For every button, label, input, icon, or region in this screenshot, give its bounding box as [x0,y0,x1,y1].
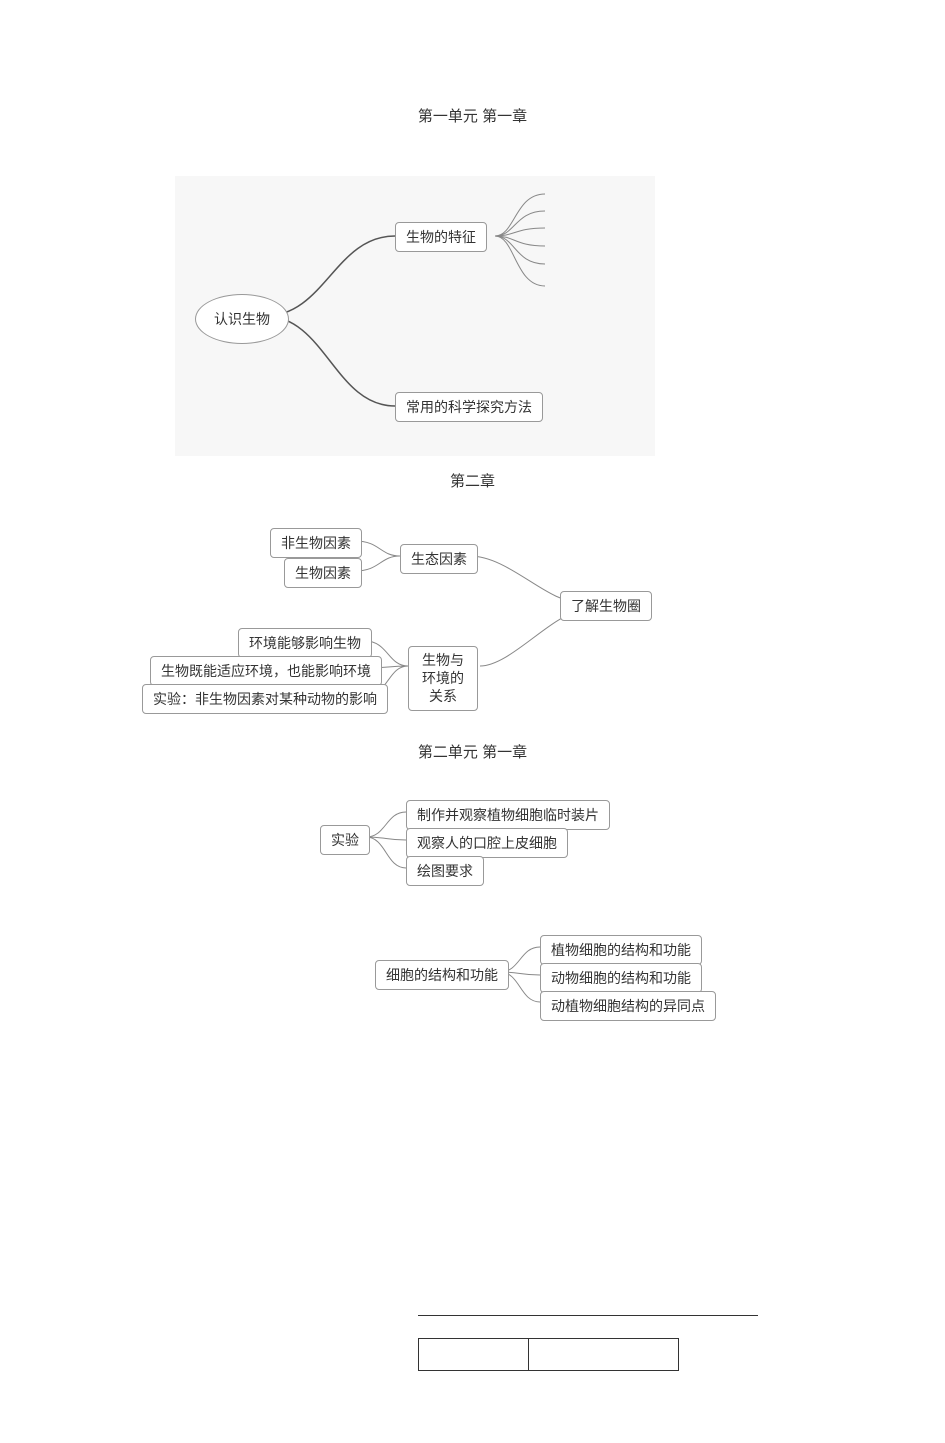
d3-n2c: 动植物细胞结构的异同点 [540,991,716,1021]
d2-n2b: 生物既能适应环境，也能影响环境 [150,656,382,686]
d3-n1c: 绘图要求 [406,856,484,886]
d3-n2a: 植物细胞的结构和功能 [540,935,702,965]
title-ch2: 第二章 [0,470,945,491]
d2-root: 了解生物圈 [560,591,652,621]
d2-n2c: 实验：非生物因素对某种动物的影响 [142,684,388,714]
d1-child2: 常用的科学探究方法 [395,392,543,422]
d3-n2b: 动物细胞的结构和功能 [540,963,702,993]
empty-table [418,1338,679,1371]
title-unit1-ch1: 第一单元 第一章 [0,105,945,126]
d3-n1a: 制作并观察植物细胞临时装片 [406,800,610,830]
d1-child1: 生物的特征 [395,222,487,252]
d1-root: 认识生物 [195,294,289,344]
d3-n2: 细胞的结构和功能 [375,960,509,990]
d3-n1b: 观察人的口腔上皮细胞 [406,828,568,858]
d3-n1: 实验 [320,825,370,855]
d2-n1: 生态因素 [400,544,478,574]
diagram-3: 实验 制作并观察植物细胞临时装片 观察人的口腔上皮细胞 绘图要求 细胞的结构和功… [290,792,770,1072]
d2-n1a: 非生物因素 [270,528,362,558]
d2-n1b: 生物因素 [284,558,362,588]
diagram-2: 了解生物圈 生态因素 非生物因素 生物因素 生物与环境的关系 环境能够影响生物 … [150,516,690,736]
empty-table-wrap [418,1315,758,1371]
d2-n2: 生物与环境的关系 [408,646,478,711]
diagram-1: 认识生物 生物的特征 常用的科学探究方法 [175,176,655,456]
title-unit2-ch1: 第二单元 第一章 [0,741,945,762]
table-row [419,1339,679,1371]
d2-n2a: 环境能够影响生物 [238,628,372,658]
